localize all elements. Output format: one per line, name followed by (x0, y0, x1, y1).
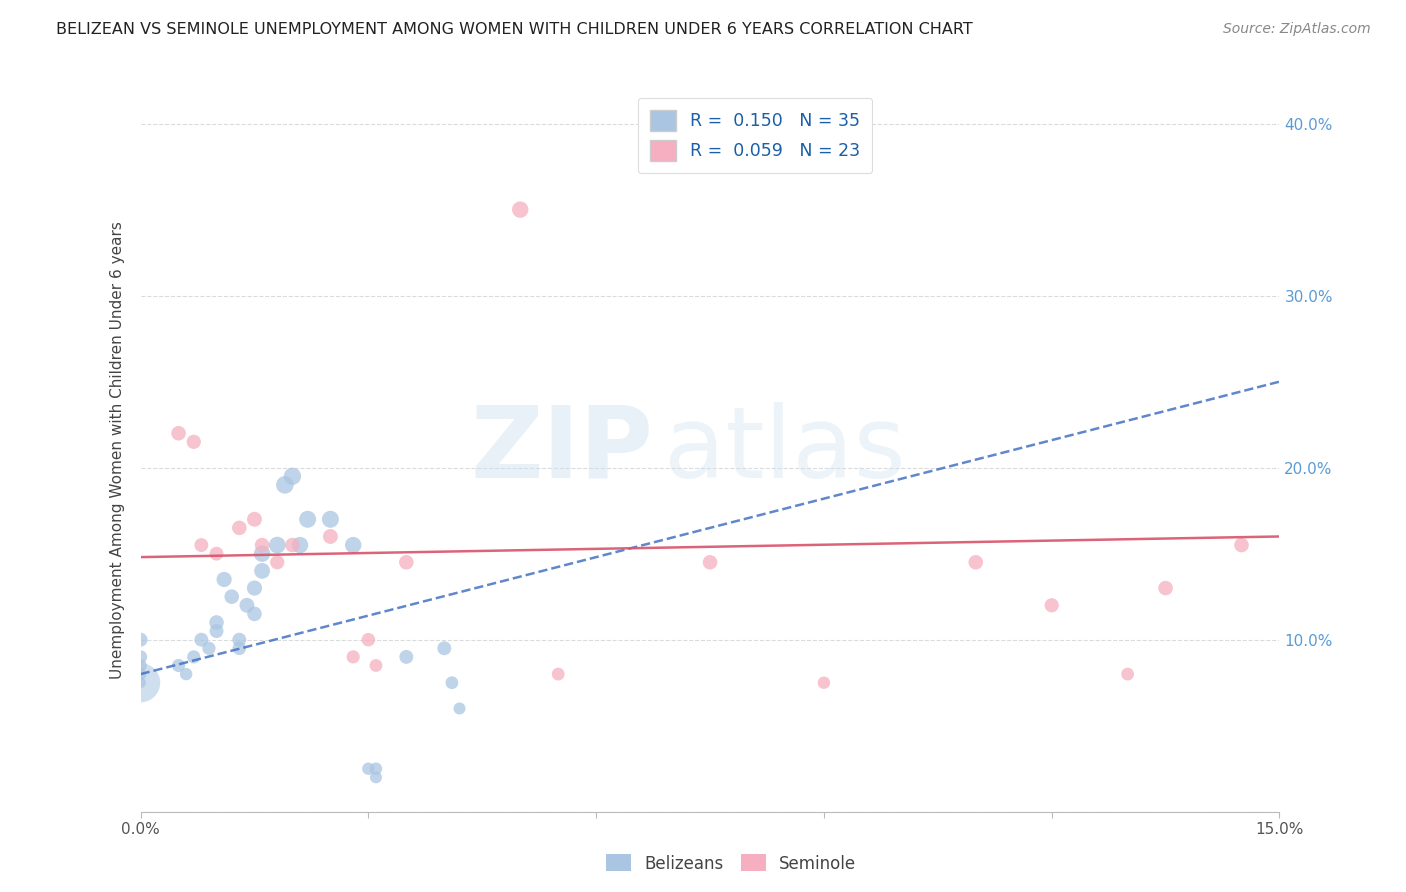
Point (364, 770, 387, 784)
Point (250, 538, 273, 552)
Point (1154, 581, 1177, 595)
Point (228, 641, 250, 656)
Point (129, 667, 152, 681)
Point (221, 590, 243, 604)
Point (281, 469, 304, 483)
Point (190, 632, 212, 647)
Point (813, 675, 835, 690)
Text: atlas: atlas (665, 402, 905, 499)
Point (965, 555, 987, 569)
Point (167, 426, 190, 441)
Point (357, 762, 380, 776)
Point (228, 632, 250, 647)
Text: ZIP: ZIP (470, 402, 654, 499)
Point (129, 675, 152, 690)
Point (395, 649, 418, 664)
Point (228, 521, 250, 535)
Point (319, 529, 342, 543)
Point (250, 564, 273, 578)
Point (342, 649, 364, 664)
Point (129, 649, 152, 664)
Point (281, 538, 304, 552)
Point (1040, 599, 1063, 613)
Point (449, 701, 471, 715)
Point (547, 667, 569, 681)
Point (440, 675, 463, 690)
Point (274, 478, 297, 492)
Point (129, 675, 152, 690)
Legend: Belizeans, Seminole: Belizeans, Seminole (599, 847, 863, 880)
Point (319, 512, 342, 526)
Point (297, 512, 319, 526)
Point (212, 573, 235, 587)
Point (129, 632, 152, 647)
Point (288, 538, 311, 552)
Point (357, 632, 380, 647)
Point (1230, 538, 1253, 552)
Point (1116, 667, 1139, 681)
Point (243, 512, 266, 526)
Point (364, 762, 387, 776)
Legend: R =  0.150   N = 35, R =  0.059   N = 23: R = 0.150 N = 35, R = 0.059 N = 23 (638, 98, 872, 173)
Point (183, 649, 205, 664)
Point (183, 434, 205, 449)
Point (342, 538, 364, 552)
Y-axis label: Unemployment Among Women with Children Under 6 years: Unemployment Among Women with Children U… (110, 221, 125, 680)
Point (205, 615, 228, 630)
Point (198, 641, 221, 656)
Point (190, 538, 212, 552)
Point (243, 581, 266, 595)
Point (250, 547, 273, 561)
Point (433, 641, 456, 656)
Point (205, 547, 228, 561)
Point (509, 202, 531, 217)
Point (243, 607, 266, 621)
Point (266, 555, 288, 569)
Point (236, 599, 259, 613)
Point (364, 658, 387, 673)
Point (699, 555, 721, 569)
Text: Source: ZipAtlas.com: Source: ZipAtlas.com (1223, 22, 1371, 37)
Point (395, 555, 418, 569)
Point (129, 658, 152, 673)
Point (266, 538, 288, 552)
Text: BELIZEAN VS SEMINOLE UNEMPLOYMENT AMONG WOMEN WITH CHILDREN UNDER 6 YEARS CORREL: BELIZEAN VS SEMINOLE UNEMPLOYMENT AMONG … (56, 22, 973, 37)
Point (167, 658, 190, 673)
Point (205, 624, 228, 639)
Point (174, 667, 197, 681)
